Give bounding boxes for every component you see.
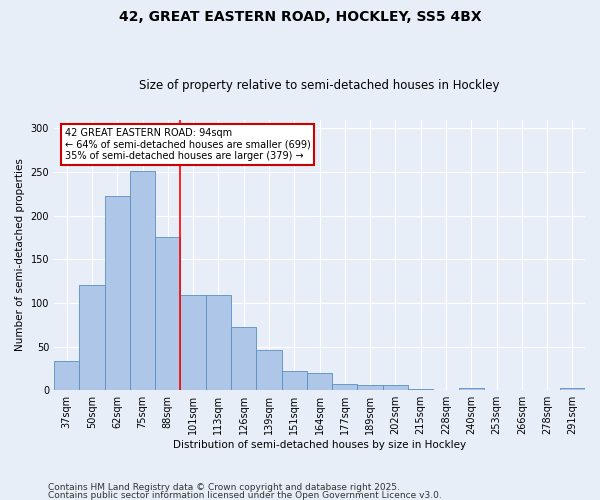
Text: Contains public sector information licensed under the Open Government Licence v3: Contains public sector information licen… xyxy=(48,490,442,500)
Bar xyxy=(256,350,281,390)
Text: 42, GREAT EASTERN ROAD, HOCKLEY, SS5 4BX: 42, GREAT EASTERN ROAD, HOCKLEY, SS5 4BX xyxy=(119,10,481,24)
Bar xyxy=(332,384,358,390)
Bar xyxy=(231,328,256,390)
Text: 42 GREAT EASTERN ROAD: 94sqm
← 64% of semi-detached houses are smaller (699)
35%: 42 GREAT EASTERN ROAD: 94sqm ← 64% of se… xyxy=(65,128,310,161)
Bar xyxy=(181,295,206,390)
Bar xyxy=(383,385,408,390)
Title: Size of property relative to semi-detached houses in Hockley: Size of property relative to semi-detach… xyxy=(139,79,500,92)
Bar xyxy=(458,388,484,390)
Bar xyxy=(155,238,181,390)
Bar xyxy=(358,385,383,390)
Y-axis label: Number of semi-detached properties: Number of semi-detached properties xyxy=(15,158,25,352)
Text: Contains HM Land Registry data © Crown copyright and database right 2025.: Contains HM Land Registry data © Crown c… xyxy=(48,484,400,492)
Bar xyxy=(104,196,130,390)
Bar xyxy=(206,295,231,390)
Bar xyxy=(79,286,104,390)
Bar xyxy=(560,388,585,390)
Bar xyxy=(54,362,79,390)
Bar xyxy=(130,171,155,390)
X-axis label: Distribution of semi-detached houses by size in Hockley: Distribution of semi-detached houses by … xyxy=(173,440,466,450)
Bar xyxy=(307,372,332,390)
Bar xyxy=(281,371,307,390)
